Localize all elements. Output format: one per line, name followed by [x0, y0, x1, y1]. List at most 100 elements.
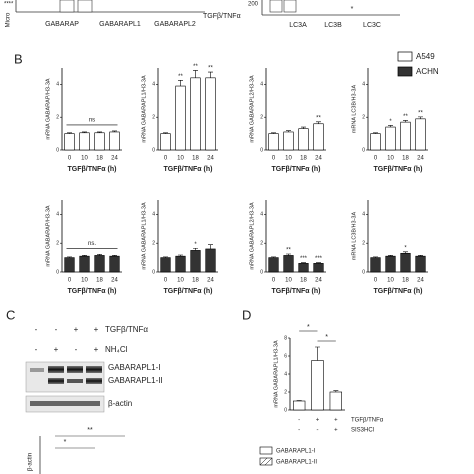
category-label: GABARAPL1 — [99, 21, 141, 28]
sign: + — [334, 418, 338, 424]
x-tick-label: 24 — [315, 156, 322, 162]
x-label: TGFβ/TNFα (h) — [67, 288, 116, 295]
bar — [268, 133, 279, 151]
error-bar — [403, 120, 408, 123]
x-tick-label: 10 — [81, 278, 88, 284]
x-tick-label: 0 — [374, 278, 378, 284]
sign: + — [316, 418, 320, 424]
sign: - — [35, 325, 38, 334]
bar — [205, 77, 216, 151]
bar — [175, 255, 186, 273]
bracket-label: * — [307, 324, 310, 331]
blot-row-label: NH₄Cl — [105, 345, 128, 354]
x-tick-label: 24 — [315, 278, 322, 284]
x-label: TGFβ/TNFα (h) — [271, 288, 320, 295]
y-label: mRNA GABARAPL1/H3-3A — [273, 340, 279, 408]
sig-label: ** — [403, 114, 408, 120]
bar — [190, 77, 201, 151]
error-bar — [286, 253, 291, 256]
bar — [298, 128, 309, 151]
x-tick-label: 18 — [192, 278, 199, 284]
bar — [283, 131, 294, 151]
legend-label: ACHN — [416, 67, 439, 76]
x-label: TGFβ/TNFα (h) — [373, 166, 422, 173]
sign: + — [94, 345, 99, 354]
sign: + — [334, 428, 338, 434]
y-tick-label: 2 — [260, 241, 263, 247]
bar — [79, 132, 90, 151]
band-label: β-actin — [108, 399, 132, 408]
sig-label: ** — [418, 110, 423, 116]
x-label: TGFβ/TNFα (h) — [67, 166, 116, 173]
y-tick-label: 6 — [284, 353, 287, 359]
sig-label: ** — [286, 248, 291, 254]
x-tick-label: 0 — [272, 278, 276, 284]
y-tick-label: 4 — [362, 212, 365, 218]
error-bar — [418, 116, 423, 119]
y-tick-label: 0 — [362, 269, 365, 275]
error-bar — [67, 256, 72, 258]
x-tick-label: 18 — [96, 278, 103, 284]
sig-label: * — [194, 242, 197, 248]
bar — [79, 255, 90, 273]
category-label: GABARAP — [45, 21, 79, 28]
bracket-label: ns. — [88, 241, 96, 247]
x-tick-label: 0 — [164, 278, 168, 284]
error-bar — [373, 132, 378, 134]
band-label: GABARAPL1-II — [108, 376, 163, 385]
error-bar — [316, 262, 321, 264]
error-bar — [316, 121, 321, 124]
legend-label: GABARAPL1-I — [276, 449, 316, 455]
error-bar — [112, 254, 117, 257]
sign: + — [54, 345, 59, 354]
bar — [160, 257, 171, 273]
error-bar — [97, 253, 102, 256]
bar — [400, 252, 411, 273]
x-tick-label: 18 — [300, 278, 307, 284]
error-bar — [82, 131, 87, 133]
legend-swatch — [397, 66, 413, 77]
panel-label: D — [242, 307, 251, 322]
sig-label: * — [351, 6, 354, 13]
y-tick-label: 0 — [362, 147, 365, 153]
bar — [370, 257, 381, 273]
error-bar — [97, 131, 102, 133]
y-tick-label: 4 — [152, 212, 155, 218]
sign: - — [55, 325, 58, 334]
bar — [64, 133, 75, 151]
y-label: mRNA LC3B/H3-3A — [351, 85, 357, 134]
bar — [385, 255, 396, 273]
y-tick-label: 4 — [284, 371, 287, 377]
band-label: GABARAPL1-I — [108, 363, 160, 372]
sign: + — [74, 325, 79, 334]
y-label: β-actin — [28, 453, 34, 471]
bar — [415, 118, 426, 151]
x-tick-label: 18 — [96, 156, 103, 162]
y-tick-label: 4 — [260, 212, 263, 218]
bar — [64, 257, 75, 273]
y-tick-label: 0 — [56, 147, 59, 153]
y-label: mRNA GABARAPL2/H3-3A — [249, 202, 255, 270]
sig-label: ** — [193, 64, 198, 70]
y-tick-label: 2 — [284, 389, 287, 395]
bracket-label: ns — [89, 118, 95, 124]
y-label: mRNA LC3B/H3-3A — [351, 212, 357, 261]
bar — [109, 131, 120, 151]
x-tick-label: 0 — [164, 156, 168, 162]
bar — [329, 391, 343, 411]
sig-label: ** — [208, 66, 213, 72]
x-tick-label: 0 — [374, 156, 378, 162]
error-bar — [193, 247, 198, 251]
y-tick-label: 4 — [362, 82, 365, 88]
error-bar — [388, 125, 393, 128]
y-label: mRNA GABARAPL1/H3-3A — [141, 75, 147, 143]
y-tick-label: 2 — [152, 241, 155, 247]
x-tick-label: 0 — [68, 278, 72, 284]
category-label: GABARAPL2 — [154, 21, 196, 28]
error-bar — [301, 126, 306, 129]
bar — [268, 257, 279, 273]
bar — [109, 255, 120, 273]
bar — [415, 255, 426, 273]
x-tick-label: 24 — [417, 156, 424, 162]
bar — [385, 126, 396, 151]
